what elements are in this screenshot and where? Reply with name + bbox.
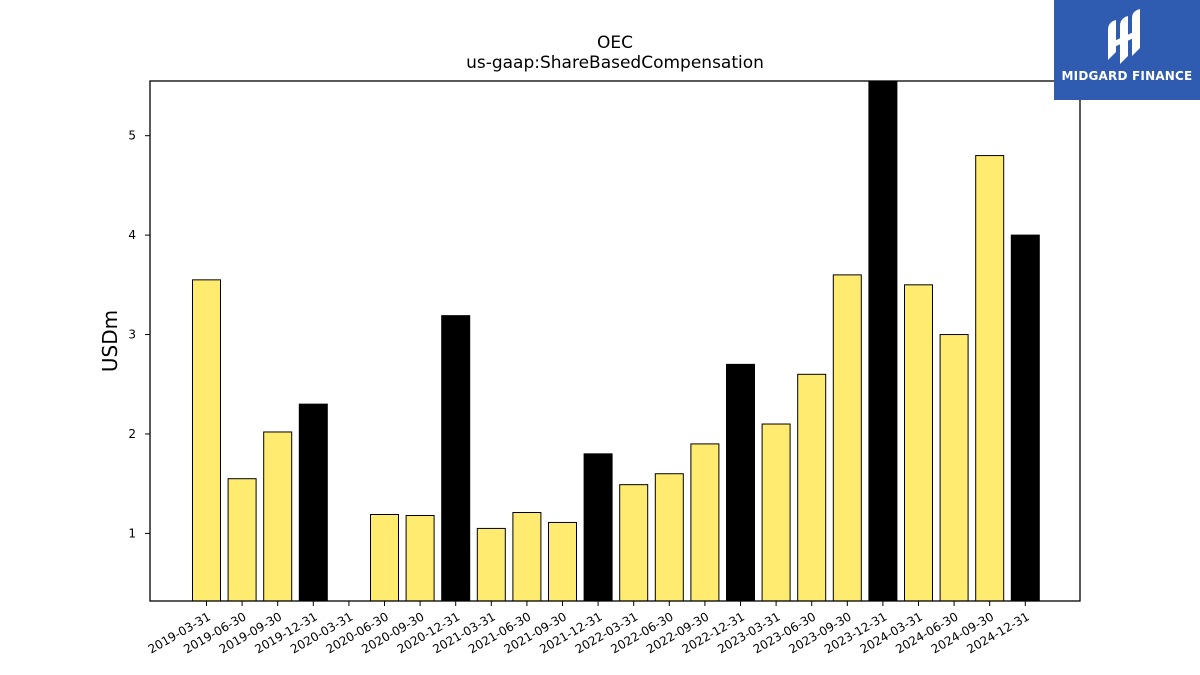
midgard-finance-logo: MIDGARD FINANCE bbox=[1054, 0, 1200, 100]
y-tick-label-2: 2 bbox=[128, 427, 136, 441]
bar-2023-03-31 bbox=[761, 423, 791, 602]
bar-2019-06-30 bbox=[227, 478, 257, 602]
bar-2022-06-30 bbox=[654, 473, 684, 602]
chart-subtitle: us-gaap:ShareBasedCompensation bbox=[466, 53, 764, 73]
y-tick-label-5: 5 bbox=[128, 129, 136, 143]
bar-2021-03-31 bbox=[476, 527, 506, 602]
chart-title: OEC bbox=[597, 33, 633, 53]
bar-2024-03-31 bbox=[904, 284, 933, 602]
bar-2023-06-30 bbox=[797, 373, 827, 602]
y-tick-label-1: 1 bbox=[128, 526, 136, 540]
bar-2022-03-31 bbox=[619, 484, 649, 602]
bar-2019-09-30 bbox=[263, 431, 293, 602]
bar-2022-12-31 bbox=[726, 363, 755, 602]
bar-2021-06-30 bbox=[512, 512, 542, 602]
y-tick-label-3: 3 bbox=[128, 328, 136, 342]
logo-text: MIDGARD FINANCE bbox=[1061, 69, 1193, 83]
bar-2019-03-31 bbox=[192, 279, 221, 602]
bar-2024-09-30 bbox=[975, 155, 1005, 602]
bar-2020-12-31 bbox=[441, 315, 471, 602]
bars-group bbox=[192, 80, 1040, 602]
bar-2020-09-30 bbox=[405, 514, 435, 602]
bar-2024-12-31 bbox=[1010, 234, 1040, 602]
bar-2021-09-30 bbox=[548, 521, 577, 602]
bar-2020-06-30 bbox=[370, 513, 399, 602]
plot-frame bbox=[149, 80, 1081, 602]
y-tick-label-4: 4 bbox=[128, 228, 136, 242]
bar-2019-12-31 bbox=[298, 403, 328, 602]
bar-2022-09-30 bbox=[690, 443, 720, 602]
bar-2024-06-30 bbox=[939, 334, 969, 602]
x-ticks-group: 2019-03-312019-06-302019-09-302019-12-31… bbox=[146, 601, 1032, 656]
midgard-logo-mark-icon bbox=[1108, 9, 1140, 64]
bar-2021-12-31 bbox=[583, 453, 613, 602]
bar-2023-09-30 bbox=[832, 274, 862, 602]
y-axis-label: USDm bbox=[98, 310, 122, 372]
y-ticks-group: 1 2 3 4 5 bbox=[128, 129, 150, 540]
bar-2023-12-31 bbox=[868, 80, 898, 602]
